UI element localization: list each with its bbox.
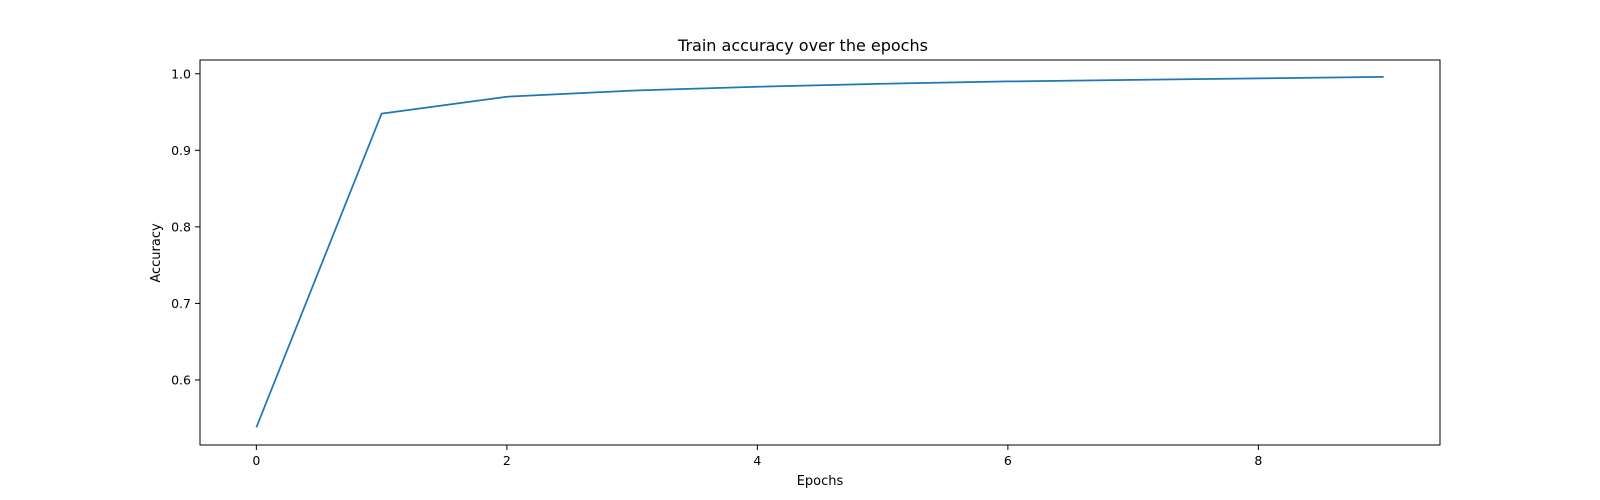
y-tick-label: 0.8 [171,219,191,234]
x-tick-label: 6 [1004,453,1012,468]
y-tick-label: 0.7 [171,296,191,311]
x-tick-label: 2 [503,453,511,468]
x-tick-label: 0 [252,453,260,468]
x-axis-label: Epochs [797,474,844,489]
plot-area [199,59,1441,446]
x-tick-label: 4 [753,453,761,468]
y-axis: 0.6 0.7 0.8 0.9 1.0 [171,66,200,387]
y-tick-label: 1.0 [171,66,191,81]
accuracy-series-line [255,75,1384,428]
y-tick-label: 0.9 [171,143,191,158]
y-axis-label: Accuracy [149,223,164,283]
series-layer [255,75,1384,428]
y-tick-label: 0.6 [171,372,191,387]
chart-title: Train accuracy over the epochs [677,36,928,55]
x-tick-label: 8 [1254,453,1262,468]
x-axis: 0 2 4 6 8 [252,445,1262,468]
